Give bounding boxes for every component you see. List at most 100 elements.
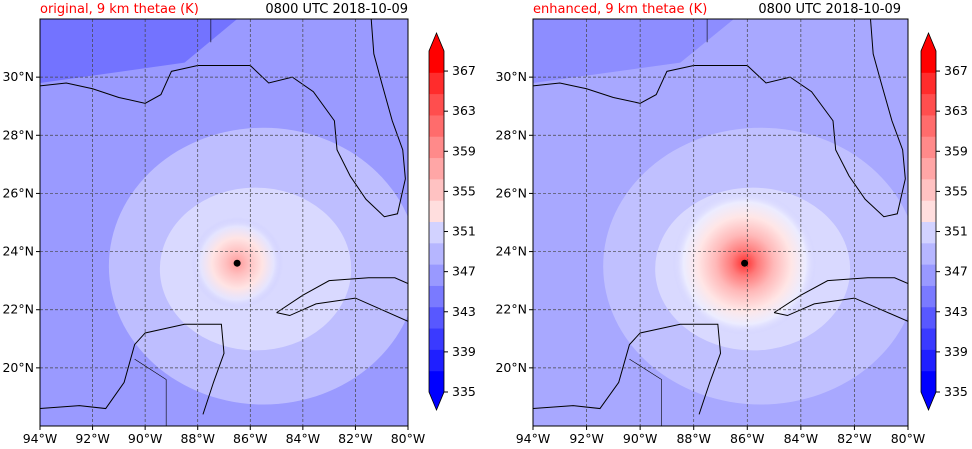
x-tick-label: 94°W: [516, 431, 551, 446]
x-tick-label: 84°W: [784, 431, 819, 446]
colorbar-segment: [921, 328, 936, 350]
colorbar-segment: [429, 51, 444, 73]
colorbar-tick-label: 343: [944, 304, 968, 319]
colorbar-segment: [429, 328, 444, 350]
colorbar-tick-label: 363: [944, 103, 968, 118]
colorbar-segment: [429, 200, 444, 222]
colorbar-extend-min: [921, 392, 936, 410]
colorbar-segment: [921, 306, 936, 329]
yucatan-coastline: [40, 323, 225, 415]
colorbar-extend-max: [429, 33, 444, 51]
colorbar-extend-max: [921, 33, 936, 51]
map-panel-1: [40, 19, 408, 426]
y-tick-label: 30°N: [2, 69, 34, 84]
x-tick-label: 82°W: [338, 431, 373, 446]
colorbar-tick-label: 363: [452, 103, 476, 118]
y-tick-label: 24°N: [2, 244, 34, 259]
colorbar-tick-label: 359: [944, 143, 968, 158]
y-tick-label: 22°N: [495, 302, 527, 317]
colorbar-segment: [921, 242, 936, 265]
x-tick-label: 86°W: [233, 431, 268, 446]
x-tick-label: 90°W: [623, 431, 658, 446]
colorbar-tick-label: 359: [452, 143, 476, 158]
colorbar-segment: [921, 264, 936, 286]
y-tick-label: 20°N: [495, 360, 527, 375]
colorbar-segment: [429, 72, 444, 95]
colorbar-tick-label: 351: [452, 224, 476, 239]
colorbar-tick-label: 347: [452, 264, 476, 279]
x-tick-label: 92°W: [75, 431, 110, 446]
colorbar-outline: [920, 31, 937, 412]
colorbar-segment: [429, 349, 444, 372]
x-tick-label: 86°W: [730, 431, 765, 446]
colorbar-segment: [429, 93, 444, 116]
panel-2-timestamp: 0800 UTC 2018-10-09: [758, 2, 901, 17]
colorbar-segment: [429, 242, 444, 265]
colorbar-segment: [921, 349, 936, 372]
x-tick-label: 88°W: [180, 431, 215, 446]
cuba-coastline: [276, 277, 408, 322]
colorbar-tick-label: 367: [452, 63, 476, 78]
colorbar-segment: [429, 136, 444, 159]
y-tick-label: 26°N: [495, 185, 527, 200]
y-tick-label: 26°N: [2, 185, 34, 200]
y-tick-label: 30°N: [495, 69, 527, 84]
state-border: [706, 19, 775, 43]
panel-2-title: enhanced, 9 km thetae (K): [533, 2, 708, 17]
y-tick-label: 28°N: [495, 127, 527, 142]
gulf-coastline: [533, 19, 906, 218]
colorbar-segment: [921, 51, 936, 73]
y-tick-label: 20°N: [2, 360, 34, 375]
panel-1-title: original, 9 km thetae (K): [40, 2, 199, 17]
colorbar-tick-label: 335: [944, 384, 968, 399]
x-tick-label: 90°W: [128, 431, 163, 446]
colorbar-segment: [429, 178, 444, 201]
colorbar-extend-min: [429, 392, 444, 410]
colorbar-tick-label: 351: [944, 224, 968, 239]
colorbar-tick-label: 335: [452, 384, 476, 399]
y-tick-label: 24°N: [495, 244, 527, 259]
map-frame: [532, 18, 909, 427]
panel-1-timestamp: 0800 UTC 2018-10-09: [265, 2, 408, 17]
colorbar-segment: [429, 221, 444, 244]
colorbar-segment: [921, 72, 936, 95]
colorbar-segment: [921, 370, 936, 393]
gulf-coastline: [40, 19, 406, 218]
colorbar-tick-label: 339: [452, 344, 476, 359]
storm-center-marker: [741, 259, 749, 267]
x-tick-label: 88°W: [676, 431, 711, 446]
x-tick-label: 84°W: [286, 431, 321, 446]
cuba-coastline: [773, 277, 908, 322]
colorbar-tick-label: 355: [452, 183, 476, 198]
colorbar-outline: [428, 31, 445, 412]
colorbar-segment: [429, 370, 444, 393]
colorbar-segment: [429, 157, 444, 180]
colorbar-segment: [429, 114, 444, 137]
yucatan-coastline: [533, 323, 722, 415]
colorbar-segment: [921, 136, 936, 159]
storm-center-marker: [233, 259, 241, 267]
y-tick-label: 28°N: [2, 127, 34, 142]
map-panel-2: [533, 19, 908, 426]
colorbar-tick-label: 347: [944, 264, 968, 279]
colorbar-tick-label: 355: [944, 183, 968, 198]
x-tick-label: 80°W: [391, 431, 426, 446]
colorbar-segment: [921, 285, 936, 308]
colorbar-segment: [429, 285, 444, 308]
x-tick-label: 94°W: [23, 431, 58, 446]
x-tick-label: 80°W: [891, 431, 926, 446]
colorbar-segment: [921, 93, 936, 116]
thetae-low-region: [533, 19, 734, 83]
colorbar-segment: [429, 306, 444, 329]
colorbar-tick-label: 367: [944, 63, 968, 78]
state-border: [210, 19, 277, 43]
colorbar-segment: [429, 264, 444, 286]
map-frame: [39, 18, 409, 427]
colorbar-segment: [921, 200, 936, 222]
thetae-low-region: [40, 19, 238, 83]
colorbar-segment: [921, 157, 936, 180]
y-tick-label: 22°N: [2, 302, 34, 317]
colorbar-segment: [921, 178, 936, 201]
colorbar-segment: [921, 114, 936, 137]
